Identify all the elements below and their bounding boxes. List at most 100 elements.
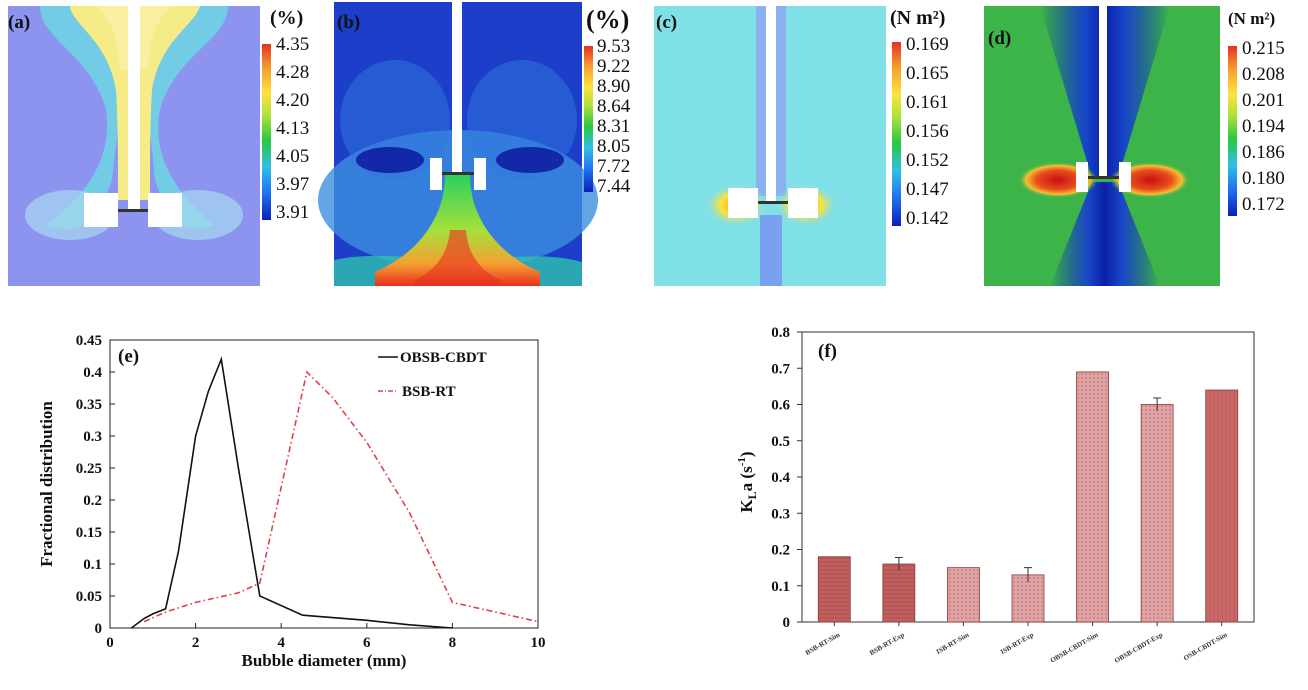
y-tick-label: 0 [95,621,103,637]
y-tick-label: 0.5 [771,434,790,450]
x-tick-label: 10 [531,635,546,651]
x-tick-label: 4 [277,635,285,651]
colorbar-a-ticks: 4.35 4.28 4.20 4.13 4.05 3.97 3.91 [276,34,309,223]
colorbar-d-tick: 0.215 [1242,38,1285,59]
y-tick-label: 0.3 [771,506,790,522]
panel-c-unit: (N m²) [890,7,945,29]
chart-e-panel-label: (e) [118,346,139,367]
colorbar-b-ticks: 9.53 9.22 8.90 8.64 8.31 8.05 7.72 7.44 [597,36,631,197]
y-tick-label: 0.1 [771,579,790,595]
contour-a-hub [118,209,148,212]
bar-obsb-cbdt-sim [1076,371,1109,623]
panel-b-unit: (%) [586,5,629,34]
bar-bsb-rt-sim [817,556,851,623]
colorbar-b-tick: 7.44 [597,176,631,197]
x-tick-label: 2 [192,635,200,651]
y-tick-label: 0.7 [771,361,790,377]
x-tick-label: OBSB-CBDT-Exp [1113,631,1164,665]
contour-b-blade-left [430,158,442,190]
colorbar-d-tick: 0.180 [1242,168,1285,189]
chart-f-bars [817,371,1239,623]
bar-chart-f: 0 0.1 0.2 0.3 0.4 0.5 0.6 0.7 0.8 BSB-RT-Sim BSB-R… [736,325,1255,665]
y-tick-label: 0.45 [76,333,102,349]
contour-panel-d: (d) (N m²) 0.215 0.208 0.201 0.194 0.186… [984,6,1285,286]
colorbar-b-tick: 8.05 [597,136,630,157]
contour-d-shaft [1099,6,1107,178]
x-tick-label: ISB-RT-Sim [935,631,971,656]
y-tick-label: 0.35 [76,397,102,413]
contour-a-plume-cyan [40,6,228,230]
colorbar-a-tick: 3.97 [276,174,309,195]
bar-obsb-cbdt-exp [1140,404,1174,623]
contour-b-dark-right [496,147,564,173]
y-tick-label: 0.1 [83,557,102,573]
bar-osb-cbdt-sim [1205,389,1239,623]
chart-e-ticks: 0 2 4 6 8 10 0 0.05 0.1 0.15 0.2 0.25 0.3 0.35 0.4 0.45 [76,333,546,651]
panel-d-unit: (N m²) [1228,9,1275,28]
x-tick-label: 6 [363,635,371,651]
y-tick-label: 0.8 [771,325,790,341]
series-line-bsb-rt [143,370,539,623]
colorbar-a-tick: 4.20 [276,90,309,111]
chart-e-legend: OBSB-CBDT BSB-RT [378,350,487,400]
contour-a-blade-left [84,193,118,227]
colorbar-a-tick: 3.91 [276,202,309,223]
y-tick-label: 0.6 [771,398,790,414]
y-tick-label: 0.4 [771,470,790,486]
colorbar-d [1228,46,1237,216]
colorbar-c-tick: 0.161 [906,92,949,113]
colorbar-d-tick: 0.172 [1242,194,1285,215]
panel-c-label: (c) [656,12,677,33]
chart-f-panel-label: (f) [818,341,837,362]
colorbar-b-tick: 9.22 [597,56,630,77]
colorbar-b-tick: 8.31 [597,116,630,137]
series-line-obsb-cbdt [130,356,453,629]
y-tick-label: 0.3 [83,429,102,445]
panel-a-unit: (%) [270,7,303,29]
contour-b-blade-right [474,158,486,190]
y-tick-label: 0.25 [76,461,102,477]
y-tick-label: 0.15 [76,525,102,541]
colorbar-c-tick: 0.169 [906,34,949,55]
x-tick-label: 8 [449,635,457,651]
colorbar-b [584,46,593,192]
colorbar-c [892,42,901,226]
colorbar-b-tick: 9.53 [597,36,630,57]
contour-panel-a: (a) (%) 4.35 4.28 4.20 4.13 4.05 3.97 3.… [8,6,309,286]
colorbar-c-ticks: 0.169 0.165 0.161 0.156 0.152 0.147 0.14… [906,34,949,229]
contour-d-blade-right [1119,162,1131,192]
x-tick-label: BSB-RT-Exp [868,631,906,657]
colorbar-a-tick: 4.35 [276,34,309,55]
colorbar-a-tick: 4.28 [276,62,309,83]
colorbar-a [262,44,271,220]
chart-f-y-axis-text: KLa (s-1) [736,451,759,512]
colorbar-d-tick: 0.186 [1242,142,1285,163]
line-chart-e: 0 2 4 6 8 10 0 0.05 0.1 0.15 0.2 0.25 0.3 0.35 0.4 0.45… [37,333,546,670]
colorbar-d-tick: 0.208 [1242,64,1285,85]
panel-d-label: (d) [988,28,1011,49]
colorbar-c-tick: 0.152 [906,150,949,171]
x-tick-label: BSB-RT-Sim [804,631,841,657]
colorbar-c-tick: 0.165 [906,63,949,84]
contour-b-upper-left [340,60,450,180]
contour-b-hub [442,172,474,175]
legend-label-obsb-cbdt: OBSB-CBDT [400,350,487,366]
chart-e-y-axis-label: Fractional distribution [37,401,56,567]
panel-b-label: (b) [337,12,360,33]
bar-isb-rt-sim [947,567,980,623]
colorbar-a-tick: 4.05 [276,146,309,167]
contour-b-dark-left [356,147,424,173]
contour-d-hub [1088,176,1119,179]
colorbar-b-tick: 7.72 [597,156,630,177]
contour-c-shaft [766,6,776,202]
contour-a-shaft [128,6,140,211]
panel-a-label: (a) [8,12,30,33]
contour-d-blade-left [1076,162,1088,192]
colorbar-a-tick: 4.13 [276,118,309,139]
x-tick-label: OBSB-CBDT-Sim [1049,631,1100,665]
colorbar-d-ticks: 0.215 0.208 0.201 0.194 0.186 0.180 0.17… [1242,38,1285,215]
bar-bsb-rt-exp [882,563,916,623]
contour-c-blade-right [788,188,818,218]
contour-b-plume-core [415,230,500,286]
contour-panel-b: (b) (%) 9.53 9.22 8.90 8.64 8.31 8.05 7.… [318,2,631,286]
